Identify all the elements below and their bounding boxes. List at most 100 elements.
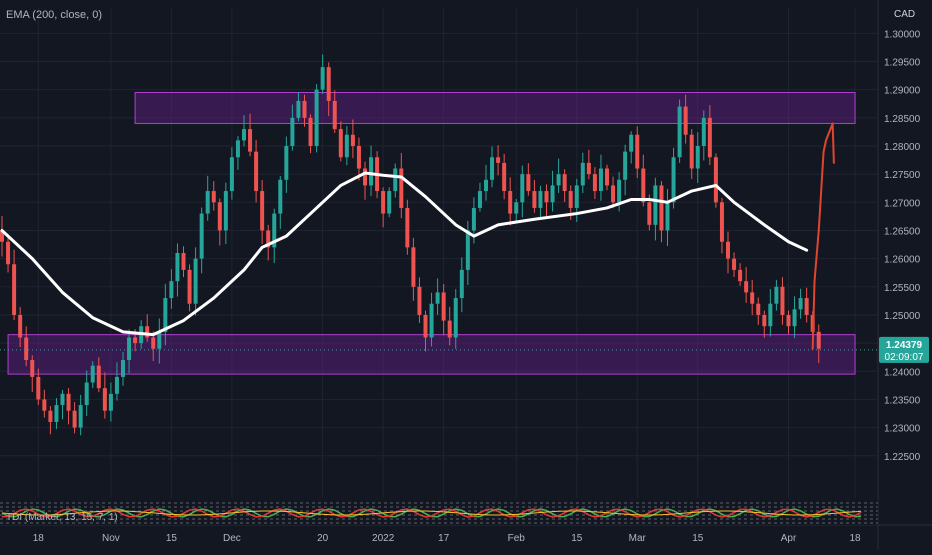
candle-body	[502, 162, 507, 192]
candle-body	[308, 117, 313, 146]
time-tick-label: Feb	[508, 533, 526, 544]
candle-body	[641, 168, 646, 203]
time-tick-label: Mar	[629, 533, 647, 544]
price-tick-label: 1.26000	[884, 255, 921, 266]
candle-body	[659, 185, 664, 231]
candle-body	[477, 191, 482, 208]
price-tick-label: 1.25500	[884, 283, 921, 294]
candle-body	[653, 185, 658, 225]
candle-body	[719, 202, 724, 242]
candle-body	[363, 168, 367, 186]
price-tick-label: 1.27500	[884, 170, 921, 181]
candle-body	[266, 230, 271, 248]
candle-body	[356, 145, 361, 169]
price-tick-label: 1.29500	[884, 58, 921, 69]
candlesticks	[0, 54, 821, 436]
price-badge: 1.24379 02:09:07	[879, 336, 929, 363]
time-tick-label: 2022	[372, 533, 395, 544]
candle-body	[36, 376, 41, 400]
time-tick-label: 17	[438, 533, 450, 544]
price-tick-label: 1.30000	[884, 29, 921, 40]
tdi-panel	[0, 500, 878, 525]
candle-body	[284, 145, 289, 180]
candle-body	[338, 129, 343, 158]
candle-body	[84, 382, 89, 406]
candle-body	[387, 191, 392, 214]
candle-body	[514, 202, 519, 214]
candle-body	[272, 213, 277, 248]
annotation-layer	[811, 122, 835, 350]
candle-body	[133, 337, 138, 344]
candle-body	[0, 230, 4, 242]
candle-body	[635, 134, 640, 169]
candle-body	[290, 117, 295, 146]
candle-body	[726, 241, 730, 259]
candle-body	[211, 191, 216, 203]
candle-body	[108, 393, 113, 411]
price-axis[interactable]: 1.30000 1.29500 1.29000 1.28500 1.28000 1.275…	[884, 29, 921, 462]
candle-body	[145, 326, 150, 338]
candle-body	[369, 157, 374, 186]
candle-body	[181, 253, 186, 270]
candle-body	[701, 117, 706, 146]
projection-arrow	[811, 122, 835, 350]
candle-body	[393, 168, 398, 192]
candle-body	[187, 269, 192, 304]
candle-body	[665, 202, 670, 231]
candle-body	[54, 405, 59, 422]
candle-body	[496, 157, 501, 163]
candle-body	[399, 168, 404, 208]
candle-body	[683, 106, 688, 135]
price-tick-label: 1.27000	[884, 198, 921, 209]
candle-body	[248, 129, 253, 152]
tdi-base-line	[1, 510, 862, 516]
time-tick-label: Apr	[781, 533, 797, 544]
last-price: 1.24379	[886, 340, 923, 351]
candle-body	[786, 314, 791, 327]
candle-body	[24, 337, 29, 361]
time-axis[interactable]: 18 Nov 15 Dec 20 2022 17 Feb 15 Mar 15 Apr 18	[33, 533, 861, 544]
candle-body	[405, 207, 410, 248]
candle-body	[235, 140, 240, 158]
candle-body	[592, 174, 597, 192]
time-tick-label: 20	[317, 533, 329, 544]
price-tick-label: 1.23000	[884, 424, 921, 435]
candle-body	[465, 230, 470, 270]
price-tick-label: 1.23500	[884, 395, 921, 406]
candle-body	[278, 179, 283, 214]
resistance-zone	[134, 91, 856, 124]
candle-body	[96, 365, 101, 389]
candle-body	[574, 185, 579, 208]
candle-body	[229, 157, 234, 192]
candle-body	[732, 258, 737, 270]
candle-body	[520, 174, 525, 203]
time-tick-label: 18	[849, 533, 861, 544]
candle-body	[42, 399, 47, 411]
candle-body	[302, 100, 307, 118]
candle-body	[169, 281, 174, 299]
candle-body	[175, 253, 180, 282]
candle-body	[459, 269, 464, 299]
price-tick-label: 1.29000	[884, 86, 921, 97]
candle-body	[804, 298, 809, 315]
candle-body	[423, 314, 428, 338]
candle-body	[471, 207, 476, 231]
sub-indicator-label[interactable]: TDI (Market, 13, 15, 7, 1)	[6, 512, 118, 523]
indicator-label[interactable]: EMA (200, close, 0)	[6, 9, 102, 21]
candle-body	[217, 202, 222, 231]
candle-body	[798, 298, 803, 310]
candle-body	[556, 174, 561, 186]
candle-body	[205, 191, 210, 214]
candle-body	[562, 174, 567, 192]
candle-body	[332, 100, 337, 130]
candle-body	[780, 286, 785, 315]
candle-body	[647, 202, 652, 225]
candle-body	[713, 157, 718, 203]
candle-body	[429, 303, 434, 338]
candle-body	[671, 157, 676, 203]
candle-body	[441, 292, 446, 321]
candle-body	[532, 191, 537, 208]
